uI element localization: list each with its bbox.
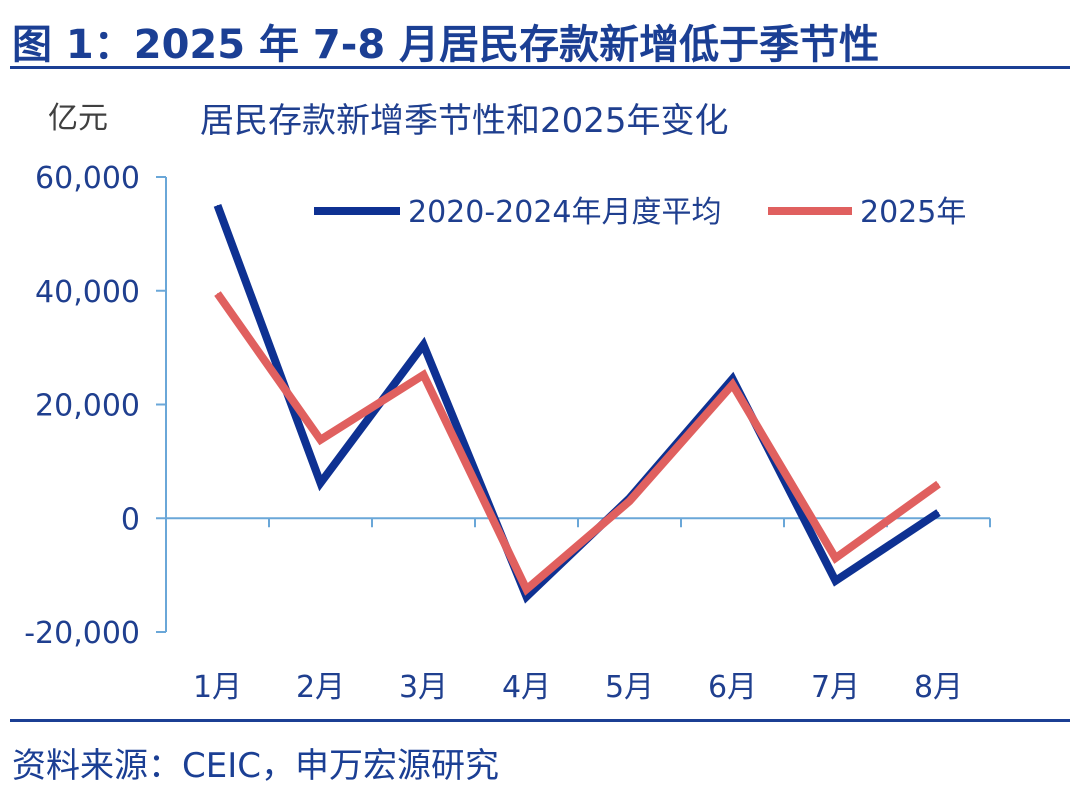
y-tick-label: 0	[121, 502, 140, 537]
series-line-2020-2024-avg	[213, 204, 941, 604]
data-point	[526, 588, 527, 590]
unit-label: 亿元	[48, 101, 108, 136]
data-point	[217, 293, 218, 295]
data-point	[732, 384, 733, 386]
x-tick-label: 7月	[811, 670, 860, 705]
legend-label: 2020-2024年月度平均	[408, 195, 722, 230]
x-tick-label: 8月	[914, 670, 963, 705]
data-point	[835, 557, 836, 559]
data-point	[938, 483, 939, 485]
data-point	[217, 204, 218, 206]
legend-entry-2020-2024-avg: 2020-2024年月度平均	[314, 195, 722, 230]
axes: -20,000 0 20,000 40,000 60,000 1月 2月 3月 4月 5月 6月 7月…	[24, 161, 991, 705]
figure-title: 图 1：2025 年 7-8 月居民存款新增低于季节性	[12, 22, 880, 68]
x-tick-label: 6月	[708, 670, 757, 705]
y-tick-label: 60,000	[35, 161, 140, 196]
data-point	[938, 512, 939, 514]
data-point	[423, 344, 424, 346]
legend-label: 2025年	[860, 195, 966, 230]
y-tick-label: 40,000	[35, 275, 140, 310]
x-tick-label: 3月	[399, 670, 448, 705]
x-tick-label: 5月	[605, 670, 654, 705]
legend: 2020-2024年月度平均 2025年	[314, 195, 966, 230]
y-tick-label: 20,000	[35, 389, 140, 424]
series-lines	[213, 204, 941, 604]
data-point	[835, 580, 836, 582]
legend-entry-2025: 2025年	[768, 195, 966, 230]
source-rule	[10, 719, 1070, 722]
title-rule	[10, 66, 1070, 69]
data-point	[629, 500, 630, 502]
chart-title: 居民存款新增季节性和2025年变化	[200, 101, 729, 141]
source-note: 资料来源：CEIC，申万宏源研究	[12, 746, 499, 786]
series-line-2025	[214, 291, 941, 596]
data-point	[526, 596, 527, 598]
line-chart: 亿元 居民存款新增季节性和2025年变化 -20,000 0 20,000 40,00…	[24, 101, 991, 705]
x-tick-label: 4月	[502, 670, 551, 705]
data-point	[320, 482, 321, 484]
y-tick-label: -20,000	[24, 616, 140, 651]
x-tick-label: 2月	[296, 670, 345, 705]
data-point	[320, 439, 321, 441]
x-tick-label: 1月	[193, 670, 242, 705]
data-point	[423, 374, 424, 376]
